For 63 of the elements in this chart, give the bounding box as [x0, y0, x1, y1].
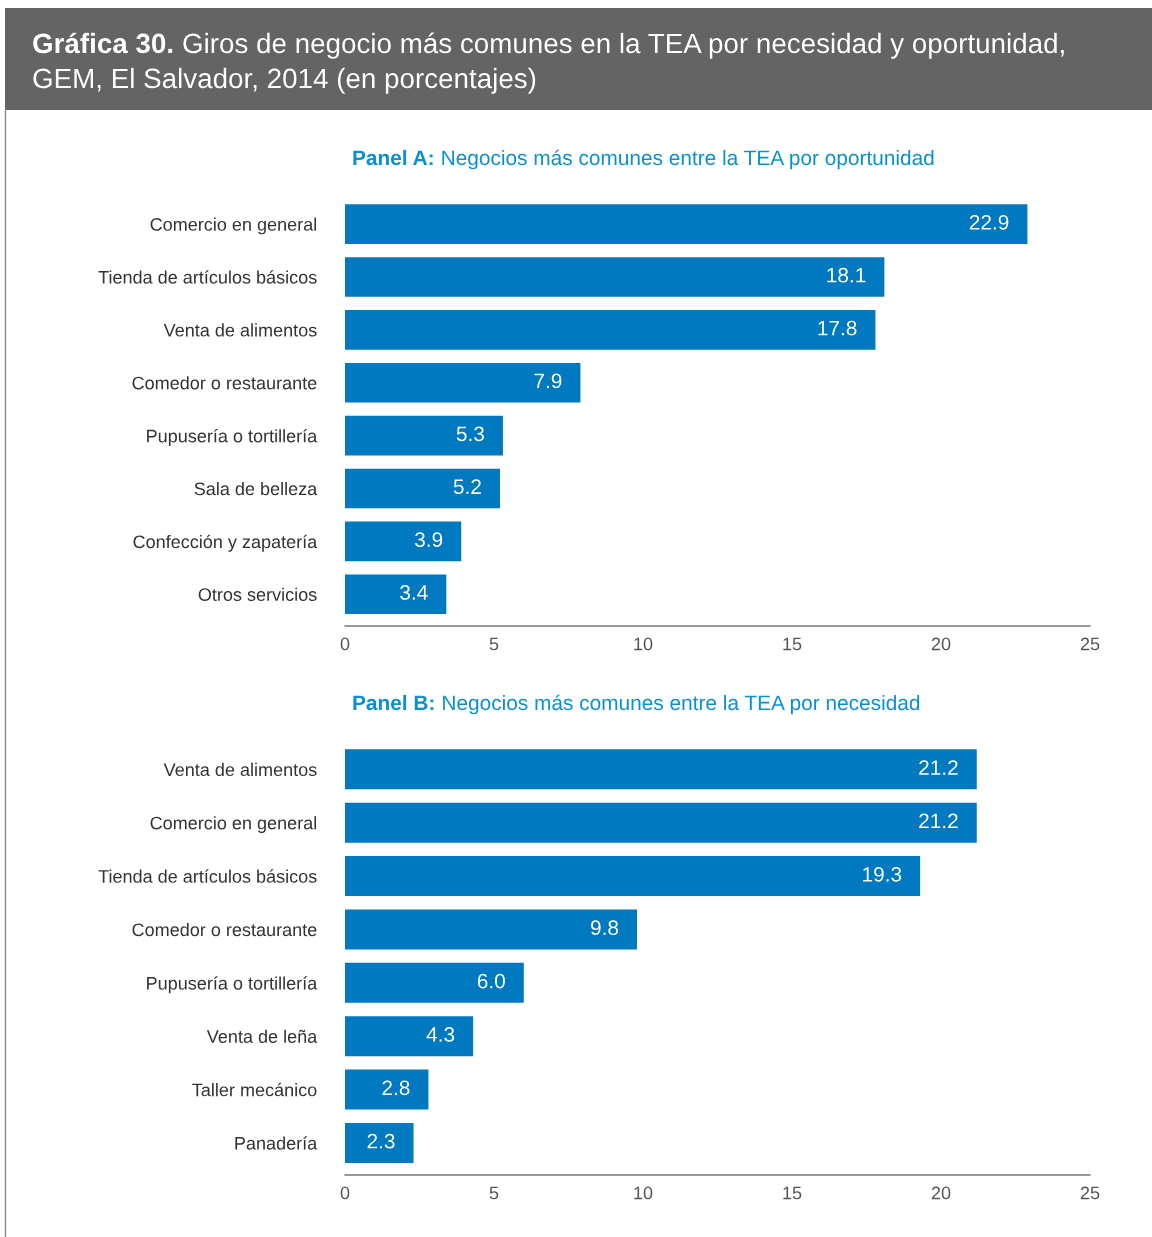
data-label: 17.8 [818, 320, 857, 336]
data-label: 21.2 [919, 760, 958, 775]
x-tick-label: 25 [1080, 637, 1100, 651]
y-tick-label: Comercio en general [150, 217, 317, 235]
y-tick-label: Venta de leña [206, 1029, 318, 1043]
bar [345, 1122, 414, 1163]
data-label: 9.8 [591, 920, 619, 936]
data-label: 5.3 [456, 426, 484, 442]
bar [345, 310, 876, 350]
y-tick-label: Comedor o restaurante [132, 376, 317, 390]
data-label: 2.8 [382, 1080, 410, 1096]
y-tick-label: Pupusería o tortillería [147, 428, 318, 447]
x-tick-label: 10 [634, 637, 653, 651]
data-label: 19.3 [863, 866, 902, 882]
y-tick-label: Venta de alimentos [163, 762, 317, 777]
x-tick-label: 20 [931, 1186, 951, 1200]
chart-title: Gráfica 30. Giros de negocio más comunes en la TEA por necesidad y oportunidad, GEM, El Salvador, 2014 (en porcentajes) [33, 32, 1064, 94]
bar [345, 1069, 429, 1110]
data-label: 3.9 [415, 532, 443, 547]
bar [345, 802, 977, 843]
y-tick-label: Confección y zapatería [133, 534, 318, 552]
bar [345, 204, 1028, 244]
y-tick-label: Panadería [235, 1136, 318, 1150]
y-tick-label: Venta de alimentos [163, 323, 317, 337]
x-tick-label: 0 [340, 637, 350, 651]
x-tick-label: 15 [783, 1186, 802, 1200]
y-tick-label: Sala de belleza [194, 481, 318, 496]
bar [345, 468, 500, 509]
data-label: 3.4 [400, 585, 428, 600]
data-label: 18.1 [827, 267, 866, 283]
y-tick-label: Otros servicios [198, 587, 317, 601]
x-tick-label: 5 [489, 637, 499, 651]
bar [345, 574, 447, 615]
y-tick-label: Comedor o restaurante [132, 922, 317, 937]
x-tick-label: 25 [1080, 1186, 1100, 1200]
bar [345, 257, 885, 297]
bar [345, 521, 462, 562]
chart-subtitle: Panel B: Negocios más comunes entre la TEA por necesidad [353, 694, 920, 715]
y-tick-label: Tienda de artículos básicos [98, 270, 317, 284]
bar [345, 856, 921, 897]
y-tick-label: Taller mecánico [192, 1082, 317, 1097]
x-tick-label: 0 [340, 1186, 350, 1200]
x-tick-label: 20 [931, 637, 951, 651]
bar [345, 909, 638, 950]
y-tick-label: Pupusería o tortillería [147, 976, 318, 994]
y-tick-label: Tienda de artículos básicos [98, 869, 317, 883]
x-tick-label: 15 [783, 637, 802, 651]
bar [345, 749, 977, 790]
data-label: 4.3 [426, 1027, 455, 1042]
bar [345, 1016, 474, 1057]
data-label: 21.2 [919, 813, 958, 829]
data-label: 6.0 [477, 973, 505, 989]
bar [345, 962, 524, 1003]
x-tick-label: 5 [489, 1186, 499, 1200]
data-label: 22.9 [969, 214, 1009, 230]
chart-subtitle: Panel A: Negocios más comunes entre la TEA por oportunidad [353, 149, 934, 170]
data-label: 2.3 [367, 1133, 395, 1149]
bar [345, 362, 581, 403]
data-label: 5.2 [453, 479, 481, 495]
data-label: 7.9 [534, 373, 562, 389]
x-tick-label: 10 [634, 1186, 653, 1200]
y-tick-label: Comercio en general [150, 816, 317, 834]
bar [345, 415, 503, 456]
